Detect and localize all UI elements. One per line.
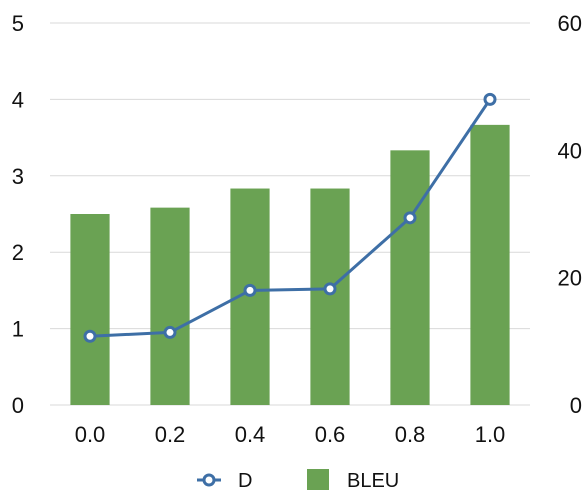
- d-point-3: [323, 282, 337, 296]
- bleu-bar-4: [390, 150, 430, 405]
- d-line-series: [83, 92, 497, 343]
- right-tick-2: 40: [558, 138, 582, 163]
- legend-d-marker: [202, 473, 216, 487]
- left-tick-1: 1: [12, 317, 24, 342]
- bleu-bar-0: [70, 214, 110, 405]
- gridlines: [50, 22, 530, 406]
- d-line: [89, 98, 492, 338]
- d-point-2: [243, 283, 257, 297]
- left-tick-2: 2: [12, 240, 24, 265]
- x-tick-0: 0.0: [75, 422, 106, 447]
- left-tick-4: 4: [12, 87, 24, 112]
- bleu-bar-5: [470, 124, 510, 405]
- d-point-1: [163, 325, 177, 339]
- x-tick-2: 0.4: [235, 422, 266, 447]
- right-tick-0: 0: [570, 393, 582, 418]
- legend-bleu-label: BLEU: [347, 470, 399, 490]
- x-tick-3: 0.6: [315, 422, 346, 447]
- legend-bleu-swatch: [307, 469, 329, 490]
- right-axis-ticks: 0 20 40 60: [558, 11, 582, 418]
- x-tick-4: 0.8: [395, 422, 426, 447]
- bleu-bar-1: [150, 207, 190, 405]
- d-point-5: [483, 92, 497, 106]
- left-tick-0: 0: [12, 393, 24, 418]
- right-tick-3: 60: [558, 11, 582, 36]
- legend: D BLEU: [197, 469, 399, 490]
- left-tick-5: 5: [12, 11, 24, 36]
- x-tick-5: 1.0: [475, 422, 506, 447]
- left-axis-ticks: 0 1 2 3 4 5: [12, 11, 24, 418]
- legend-d-label: D: [238, 470, 252, 490]
- left-tick-3: 3: [12, 164, 24, 189]
- x-axis-ticks: 0.0 0.2 0.4 0.6 0.8 1.0: [75, 422, 506, 447]
- d-point-4: [403, 211, 417, 225]
- x-tick-1: 0.2: [155, 422, 186, 447]
- bleu-bar-3: [310, 188, 350, 405]
- right-tick-1: 20: [558, 266, 582, 291]
- d-point-0: [83, 329, 97, 343]
